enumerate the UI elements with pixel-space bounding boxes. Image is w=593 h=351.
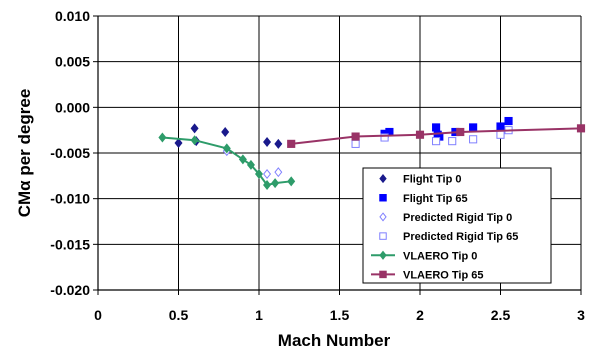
x-tick-label: 2 [416,307,424,323]
data-point [287,139,296,148]
legend-marker [379,232,387,240]
data-point [263,137,272,148]
data-point [351,132,360,141]
data-point [456,127,465,137]
x-tick-label: 3 [577,307,585,323]
x-tick-label: 2.5 [491,307,511,323]
data-point [221,126,230,137]
data-point [158,132,167,143]
data-point [274,138,283,149]
legend-label: Flight Tip 0 [403,174,461,186]
data-point [415,130,425,139]
legend-marker [379,173,387,184]
legend-label: Predicted Rigid Tip 65 [403,231,518,243]
y-tick-label: -0.005 [50,145,90,161]
data-point [448,137,457,146]
y-tick-label: 0.005 [55,54,90,70]
legend-label: VLAERO Tip 0 [403,250,477,262]
axes: 0.0100.0050.000-0.005-0.010-0.015-0.0200… [50,8,585,323]
data-point [238,154,247,165]
data-point [504,116,513,126]
x-axis-title: Mach Number [278,331,391,350]
data-point [174,137,183,148]
legend-label: Flight Tip 65 [403,193,468,205]
legend-label: Predicted Rigid Tip 0 [403,212,512,224]
data-point [496,122,505,131]
legend-marker [379,270,387,279]
legend-marker [379,212,387,222]
y-tick-label: -0.010 [50,191,90,207]
data-point [222,143,231,154]
data-point [432,123,441,132]
legend-marker [379,194,387,202]
data-series [158,116,586,190]
data-point [274,167,283,178]
data-point [469,135,478,144]
legend-box [362,167,552,284]
y-tick-label: 0.000 [55,99,90,115]
data-point [263,179,272,190]
series-5 [287,124,586,148]
legend-label: VLAERO Tip 65 [403,269,483,281]
x-tick-label: 1.5 [330,307,350,323]
data-point [432,137,441,146]
data-point [576,124,586,133]
x-tick-label: 0.5 [169,307,189,323]
data-point [263,169,272,180]
y-tick-label: -0.020 [50,282,90,298]
x-tick-label: 0 [94,307,102,323]
data-point [496,130,505,139]
data-point [190,123,199,134]
data-point [380,133,389,142]
data-point [271,178,280,189]
legend-marker [379,250,387,260]
series-4 [158,132,296,190]
data-point [287,176,296,187]
series-0 [174,123,283,149]
y-tick-label: -0.015 [50,236,90,252]
y-tick-label: 0.010 [55,8,90,24]
data-point [254,169,264,180]
data-point [190,135,199,146]
x-tick-label: 1 [255,307,263,323]
legend: Flight Tip 0 Flight Tip 65 Predicted Rigid… [362,167,552,284]
y-axis-title: CMα per degree [15,89,34,218]
data-point [469,123,478,132]
data-point [246,159,255,170]
data-point [351,139,360,148]
